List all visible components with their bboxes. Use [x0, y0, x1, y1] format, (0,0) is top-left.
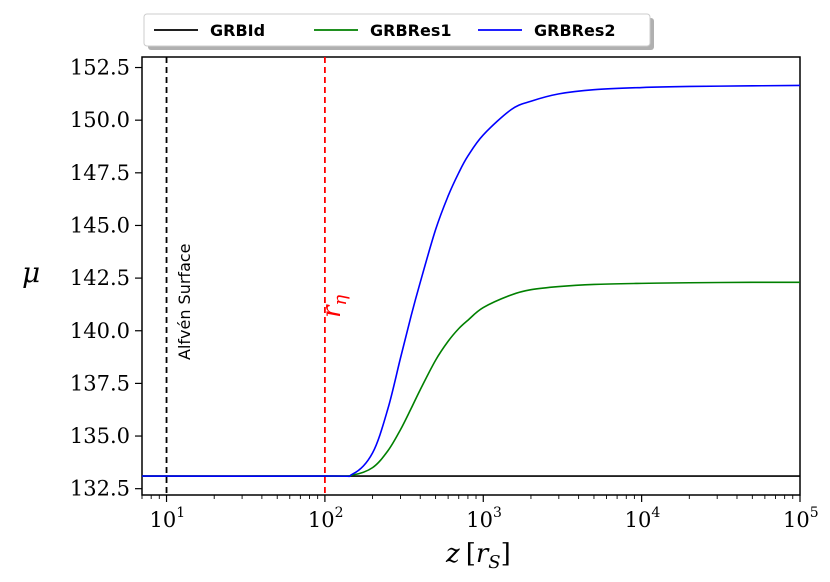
- x-axis-label: z [rS]: [445, 539, 511, 573]
- y-tick-label: 150.0: [70, 108, 130, 132]
- r-eta-label: rη: [317, 295, 351, 318]
- series-line-grbres2: [141, 84, 801, 478]
- x-axis-ticks: 101 102 103 104 105: [141, 495, 819, 532]
- vline-layer: [165, 57, 326, 495]
- legend-box: [143, 13, 651, 47]
- y-axis-label: μ: [22, 256, 40, 289]
- x-tick-label: 105: [783, 505, 819, 532]
- y-tick-label: 145.0: [70, 213, 130, 237]
- alfven-surface-label: Alfvén Surface: [175, 243, 194, 360]
- r-eta-subscript: η: [330, 295, 351, 306]
- y-tick-label: 135.0: [70, 424, 130, 448]
- y-tick-label: 142.5: [70, 266, 130, 290]
- legend-entries: GRBId GRBRes1 GRBRes2: [154, 21, 615, 40]
- x-tick-label: 104: [625, 505, 661, 532]
- x-tick-label: 103: [466, 505, 502, 532]
- series-line-grbres1: [141, 281, 801, 477]
- y-tick-label: 140.0: [70, 319, 130, 343]
- y-tick-label: 132.5: [70, 477, 130, 501]
- legend-label: GRBRes1: [370, 21, 451, 40]
- y-tick-label: 147.5: [70, 161, 130, 185]
- legend: GRBId GRBRes1 GRBRes2: [143, 13, 654, 50]
- y-tick-label: 152.5: [70, 56, 130, 80]
- y-tick-label: 137.5: [70, 371, 130, 395]
- y-axis-ticks: 132.5 135.0 137.5 140.0 142.5 145.0 147.5 150.0…: [70, 56, 142, 501]
- r-eta-base: r: [317, 304, 347, 318]
- legend-label: GRBRes2: [534, 21, 615, 40]
- series-layer: [141, 84, 801, 478]
- x-tick-label: 101: [150, 505, 186, 532]
- plot-frame: [141, 56, 801, 496]
- legend-label: GRBId: [210, 21, 265, 40]
- x-tick-label: 102: [308, 505, 344, 532]
